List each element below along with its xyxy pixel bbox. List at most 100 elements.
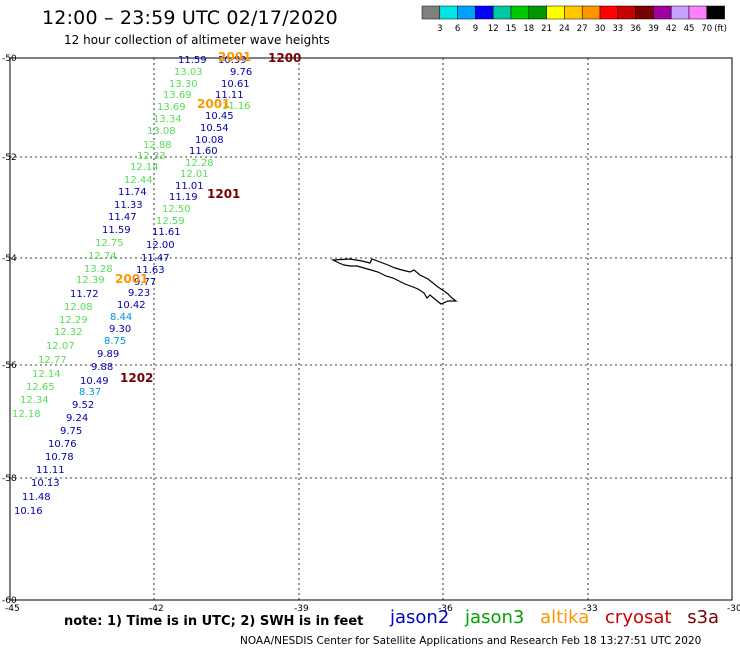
- scale-label: 39: [648, 24, 659, 34]
- track-value: 8.44: [110, 312, 132, 323]
- track-value: 10.13: [31, 478, 60, 489]
- track-value: 10.78: [45, 452, 74, 463]
- pass-time-label: 1202: [120, 371, 153, 385]
- pass-time-label: 1200: [268, 51, 301, 65]
- track-value: 12.08: [64, 302, 93, 313]
- track-value: 10.49: [80, 376, 109, 387]
- scale-label: 21: [541, 24, 552, 34]
- scale-label: 27: [577, 24, 588, 34]
- lon-tick-label: -36: [438, 604, 453, 614]
- track-value: 12.44: [124, 175, 153, 186]
- lon-tick-label: -30: [727, 604, 740, 614]
- track-value: 13.03: [174, 67, 203, 78]
- scale-label: 3: [437, 24, 442, 34]
- track-value: 11.11: [215, 90, 244, 101]
- scale-label: 33: [612, 24, 623, 34]
- satellite-legend-altika: altika: [540, 607, 590, 628]
- pass-time-label: 2001: [197, 97, 230, 111]
- scale-swatch: [706, 5, 725, 20]
- track-value: 11.63: [136, 265, 165, 276]
- axis-ticks: -50 -52 -54 -56 -58 -60-45 -42 -39 -36 -33 -30: [2, 54, 740, 614]
- track-value: 12.34: [20, 395, 49, 406]
- scale-label: 42: [666, 24, 677, 34]
- track-value: 9.30: [109, 324, 131, 335]
- track-value: 11.47: [108, 212, 137, 223]
- track-value: 12.59: [156, 216, 185, 227]
- track-value: 9.52: [72, 400, 94, 411]
- track-value: 13.34: [153, 114, 182, 125]
- track-value: 8.37: [79, 387, 101, 398]
- track-value: 8.75: [104, 336, 126, 347]
- satellite-legend-jason2: jason2: [390, 607, 450, 628]
- track-value: 12.32: [54, 327, 83, 338]
- track-value: 11.11: [36, 465, 65, 476]
- pass-time-label: 2001: [218, 50, 251, 64]
- satellite-legend-s3a: s3a: [687, 607, 720, 628]
- track-value: 12.88: [143, 140, 172, 151]
- scale-label: 45: [684, 24, 695, 34]
- track-value: 11.59: [178, 55, 207, 66]
- south-georgia-coastline: [330, 258, 458, 305]
- track-value: 13.08: [147, 126, 176, 137]
- scale-label: 30: [595, 24, 606, 34]
- lat-tick-label: -52: [2, 153, 17, 163]
- track-value: 12.14: [32, 369, 61, 380]
- track-value: 13.30: [169, 79, 198, 90]
- track-value: 12.33: [137, 151, 166, 162]
- track-value: 11.72: [70, 289, 99, 300]
- satellite-legend-jason3: jason3: [465, 607, 525, 628]
- track-value: 12.29: [59, 315, 88, 326]
- track-value: 9.76: [230, 67, 252, 78]
- lat-tick-label: -60: [2, 596, 17, 606]
- lon-tick-label: -39: [294, 604, 309, 614]
- track-value: 12.65: [26, 382, 55, 393]
- scale-label: 12: [488, 24, 499, 34]
- page-title: 12:00 – 23:59 UTC 02/17/2020: [42, 7, 338, 29]
- track-value: 12.00: [146, 240, 175, 251]
- track-value: 11.47: [141, 253, 170, 264]
- track-value: 9.23: [128, 288, 150, 299]
- track-value: 9.24: [66, 413, 88, 424]
- track-value: 13.69: [157, 102, 186, 113]
- track-value: 10.42: [117, 300, 146, 311]
- page-subtitle: 12 hour collection of altimeter wave hei…: [64, 33, 330, 47]
- track-value: 10.61: [221, 79, 250, 90]
- lat-tick-label: -56: [2, 361, 17, 371]
- track-value: 11.16: [222, 101, 251, 112]
- lat-tick-label: -58: [2, 474, 17, 484]
- pass-labels: 1200 2001 2001 1201 2001 1202: [115, 50, 301, 385]
- scale-label: (ft): [714, 24, 727, 34]
- pass-time-label: 2001: [115, 272, 148, 286]
- track-value: 12.01: [180, 169, 209, 180]
- track-value: 11.01: [175, 181, 204, 192]
- track-value: 12.39: [76, 275, 105, 286]
- track-value: 13.69: [163, 90, 192, 101]
- track-value: 10.76: [48, 439, 77, 450]
- lon-tick-label: -45: [5, 604, 20, 614]
- track-value: 11.48: [22, 492, 51, 503]
- scale-label: 36: [630, 24, 641, 34]
- track-value: 10.16: [14, 506, 43, 517]
- track-value: 9.88: [91, 362, 113, 373]
- lat-tick-label: -50: [2, 54, 17, 64]
- scale-label: 6: [455, 24, 460, 34]
- credit-line: NOAA/NESDIS Center for Satellite Applica…: [240, 635, 702, 647]
- scale-label: 18: [523, 24, 534, 34]
- map-grid: [9, 57, 733, 601]
- track-value: 12.50: [162, 204, 191, 215]
- track-value: 11.59: [102, 225, 131, 236]
- track-value: 12.14: [130, 162, 159, 173]
- track-value: 10.45: [205, 111, 234, 122]
- track-value: 12.74: [88, 251, 117, 262]
- track-value: 12.07: [46, 341, 75, 352]
- footer-note: note: 1) Time is in UTC; 2) SWH is in fe…: [64, 614, 364, 629]
- track-value: 10.08: [195, 135, 224, 146]
- satellite-legend: jason2 jason3 altika cryosat s3a: [390, 607, 729, 628]
- map-frame: [9, 57, 733, 601]
- track-value: 12.75: [95, 238, 124, 249]
- track-value: 11.33: [114, 200, 143, 211]
- track-value: 9.89: [97, 349, 119, 360]
- track-values: 11.59 10.599.7610.6111.1111.1610.4510.541…: [12, 55, 252, 517]
- track-value: 11.61: [152, 227, 181, 238]
- pass-time-label: 1201: [207, 187, 240, 201]
